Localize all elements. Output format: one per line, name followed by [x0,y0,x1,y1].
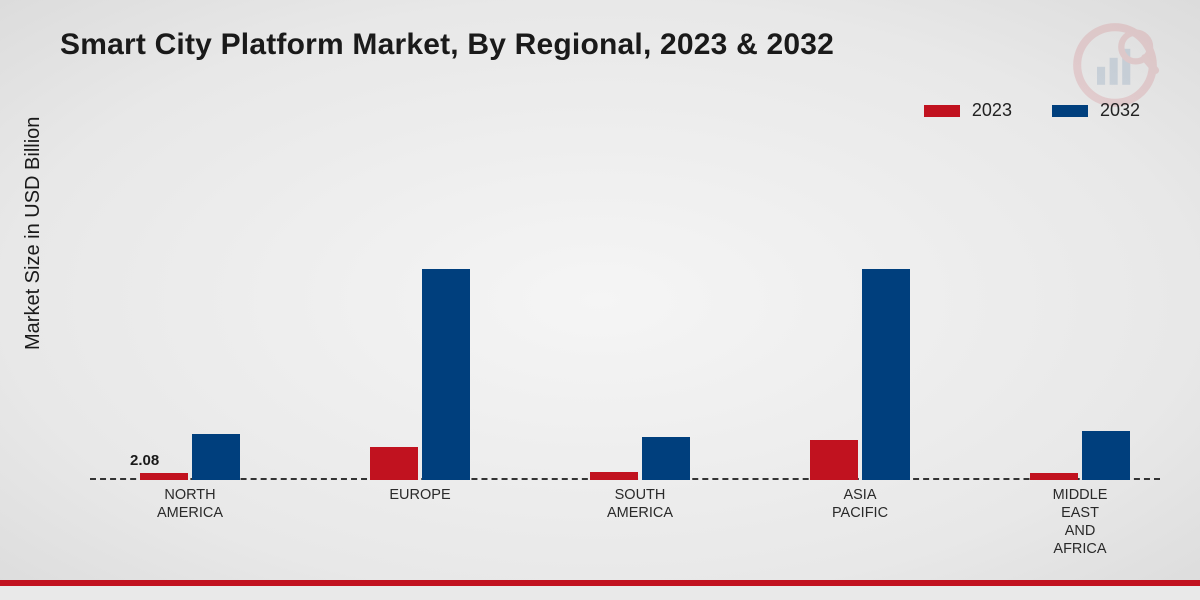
bar-value-label: 2.08 [130,452,159,469]
bar-2032 [192,434,240,480]
bar-2023 [1030,473,1078,480]
legend-label-2032: 2032 [1100,100,1140,121]
brand-logo-icon [1070,20,1160,110]
bar-2032 [862,269,910,480]
chart-title: Smart City Platform Market, By Regional,… [60,28,834,62]
legend: 2023 2032 [924,100,1140,121]
y-axis-label: Market Size in USD Billion [22,117,45,350]
logo-bar-2 [1110,58,1118,85]
plot-area: 2.08 [90,150,1160,480]
bar-2023 [370,447,418,480]
category-label: SOUTH AMERICA [570,486,710,522]
bar-2023 [590,472,638,480]
category-label: ASIA PACIFIC [790,486,930,522]
category-label: EUROPE [350,486,490,504]
bar-2032 [422,269,470,480]
bar-group [800,269,920,480]
legend-swatch-2023 [924,105,960,117]
bar-2023 [810,440,858,480]
category-label: MIDDLE EAST AND AFRICA [1010,486,1150,559]
bar-group [580,437,700,480]
legend-swatch-2032 [1052,105,1088,117]
bar-2023 [140,473,188,480]
chart-page: Smart City Platform Market, By Regional,… [0,0,1200,600]
bar-group [1020,431,1140,481]
bar-2032 [642,437,690,480]
legend-label-2023: 2023 [972,100,1012,121]
footer-base-bar [0,586,1200,600]
category-labels: NORTH AMERICA EUROPE SOUTH AMERICA ASIA PAC… [90,486,1160,576]
legend-item-2023: 2023 [924,100,1012,121]
category-label: NORTH AMERICA [120,486,260,522]
bar-group [360,269,480,480]
bar-2032 [1082,431,1130,481]
legend-item-2032: 2032 [1052,100,1140,121]
logo-bar-1 [1097,67,1105,85]
